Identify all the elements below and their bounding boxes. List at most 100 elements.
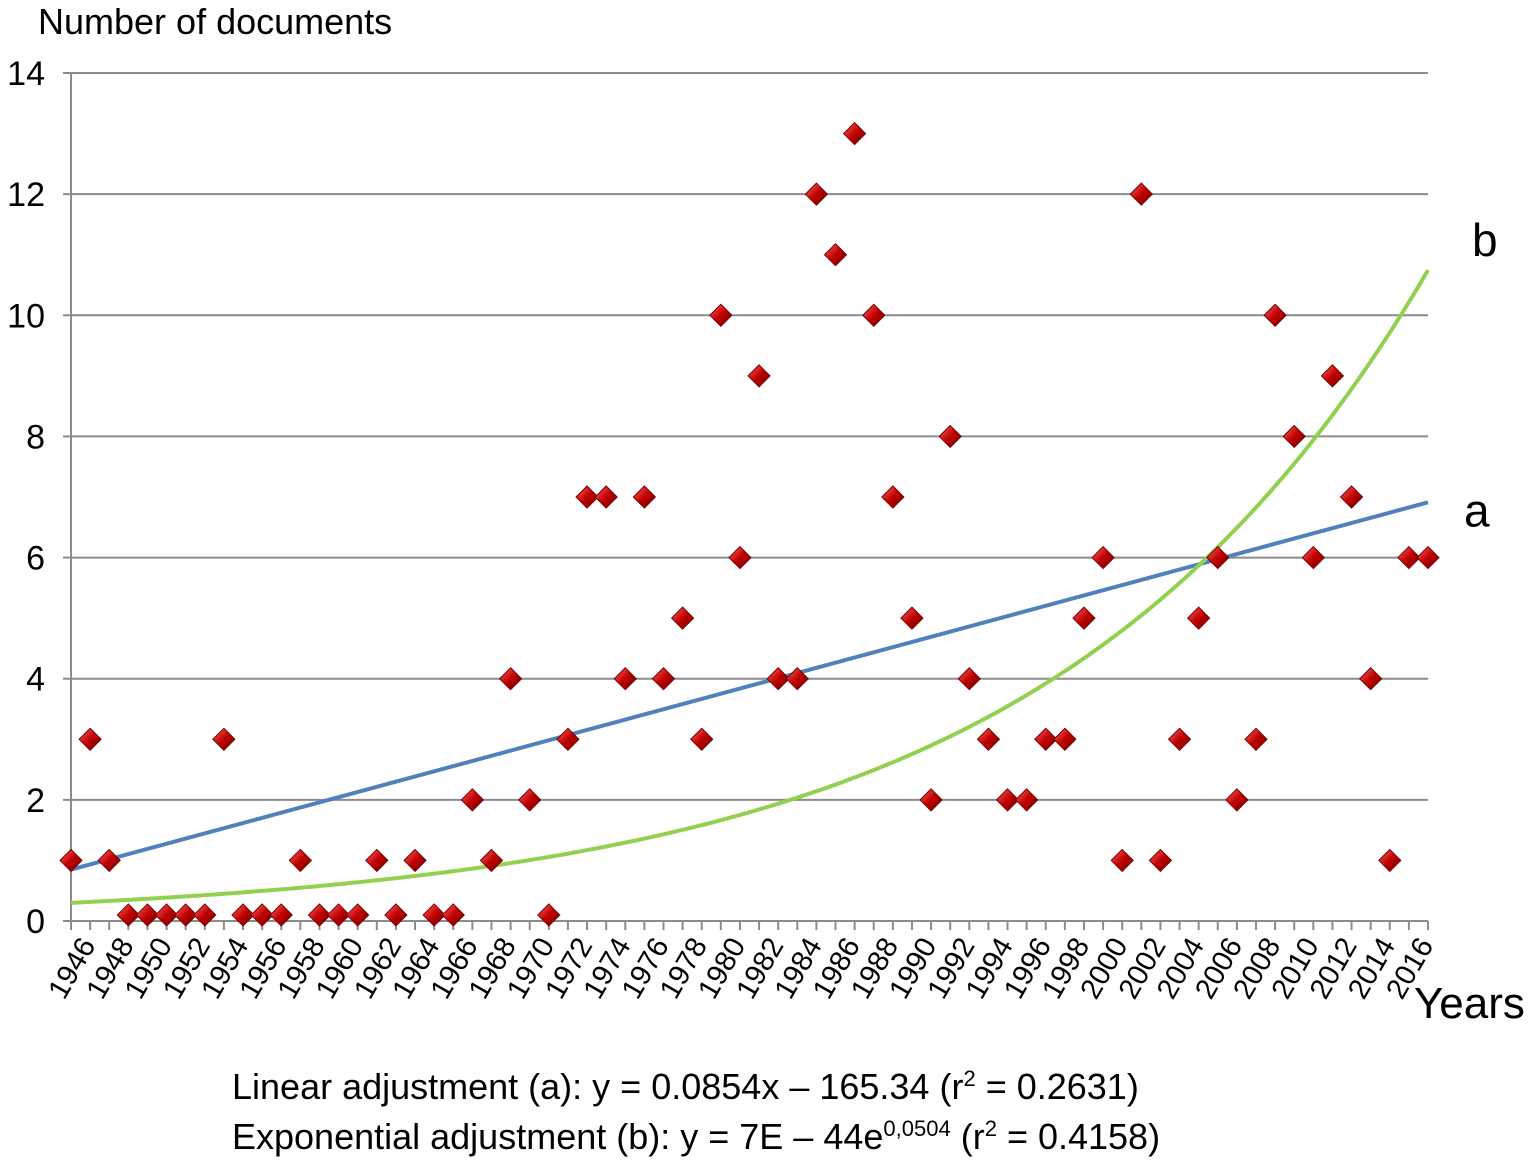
data-point (728, 545, 752, 570)
data-point (1034, 727, 1058, 751)
data-point (97, 848, 121, 873)
data-point (517, 788, 542, 812)
data-point (1301, 545, 1326, 570)
trendlines: ab (70, 214, 1498, 905)
data-point (919, 788, 943, 812)
data-point (498, 667, 523, 691)
data-point (403, 848, 427, 873)
data-point (613, 667, 637, 691)
data-point (823, 243, 848, 267)
linear-caption-text: Linear adjustment (a): y = 0.0854x – 165… (232, 1066, 964, 1107)
data-point (1320, 364, 1345, 388)
y-tick-label: 10 (7, 297, 45, 335)
data-point (900, 606, 924, 630)
scatter-chart: 0246810121419461948195019521954195619581… (7, 1, 1525, 1028)
data-point (231, 903, 255, 927)
trendline-b-label: b (1472, 214, 1498, 266)
data-point (1263, 303, 1287, 327)
data-point (116, 903, 141, 927)
data-point (766, 667, 790, 691)
data-point (575, 485, 599, 509)
data-point (690, 727, 714, 751)
data-point (1072, 606, 1096, 630)
data-point (326, 903, 351, 927)
trendline-b (70, 269, 1430, 905)
exp-power-superscript: 0,0504 (883, 1116, 951, 1141)
data-point (1339, 485, 1364, 509)
data-point (537, 903, 561, 927)
data-point (307, 903, 332, 927)
data-point (1091, 545, 1115, 570)
linear-caption-tail: = 0.2631) (975, 1066, 1139, 1107)
data-point (1397, 545, 1421, 570)
exp-r2-superscript: 2 (984, 1116, 997, 1141)
data-point (1110, 848, 1134, 873)
data-point (173, 903, 198, 927)
data-point (747, 364, 771, 388)
data-point (1282, 424, 1306, 449)
y-tick-label: 0 (26, 903, 45, 941)
y-tick-label: 8 (26, 418, 45, 456)
data-point (862, 303, 886, 327)
data-point (1206, 545, 1230, 570)
data-point (422, 903, 446, 927)
data-point (345, 903, 370, 927)
data-point (1378, 848, 1402, 873)
data-point (785, 667, 809, 691)
data-point (804, 182, 829, 206)
data-point (1186, 606, 1211, 630)
axes: 0246810121419461948195019521954195619581… (7, 55, 1440, 1004)
data-point (250, 903, 274, 927)
y-tick-label: 12 (7, 176, 45, 214)
linear-fit-caption: Linear adjustment (a): y = 0.0854x – 165… (232, 1066, 1139, 1108)
data-point (1053, 727, 1077, 751)
data-point (479, 848, 504, 873)
data-point (842, 121, 867, 146)
exp-caption-text: Exponential adjustment (b): y = 7E – 44e (232, 1116, 884, 1157)
data-point (1225, 788, 1249, 812)
data-point (135, 903, 160, 927)
y-axis-title: Number of documents (38, 1, 392, 42)
data-point (288, 848, 313, 873)
data-point (938, 424, 962, 449)
data-point (632, 485, 657, 509)
data-point (651, 667, 676, 691)
data-point (154, 903, 179, 927)
data-point (78, 727, 102, 751)
data-point (1244, 727, 1268, 751)
data-point (670, 606, 695, 630)
exp-caption-mid: (r (950, 1116, 985, 1157)
data-point (1167, 727, 1192, 751)
data-point (384, 903, 408, 927)
x-axis-title: Years (1414, 979, 1525, 1028)
data-point (441, 903, 465, 927)
y-tick-label: 2 (26, 782, 45, 820)
data-point (212, 727, 236, 751)
data-point (709, 303, 733, 327)
data-points (59, 121, 1440, 927)
y-tick-label: 6 (26, 540, 45, 578)
data-point (193, 903, 217, 927)
data-point (1129, 182, 1154, 206)
linear-r2-superscript: 2 (963, 1066, 976, 1091)
data-point (59, 848, 83, 873)
exp-caption-tail: = 0.4158) (996, 1116, 1161, 1157)
data-point (995, 788, 1020, 812)
data-point (594, 485, 618, 509)
data-point (269, 903, 293, 927)
y-tick-label: 14 (7, 55, 45, 93)
exponential-fit-caption: Exponential adjustment (b): y = 7E – 44e… (232, 1116, 1160, 1158)
y-tick-label: 4 (26, 661, 45, 699)
data-point (1148, 848, 1173, 873)
trendline-a-label: a (1464, 484, 1490, 536)
data-point (976, 727, 1001, 751)
data-point (881, 485, 905, 509)
data-point (1358, 667, 1383, 691)
data-point (460, 788, 485, 812)
data-point (1416, 545, 1440, 570)
data-point (365, 848, 389, 873)
data-point (1014, 788, 1039, 812)
data-point (957, 667, 982, 691)
data-point (556, 727, 580, 751)
gridlines (71, 72, 1428, 801)
